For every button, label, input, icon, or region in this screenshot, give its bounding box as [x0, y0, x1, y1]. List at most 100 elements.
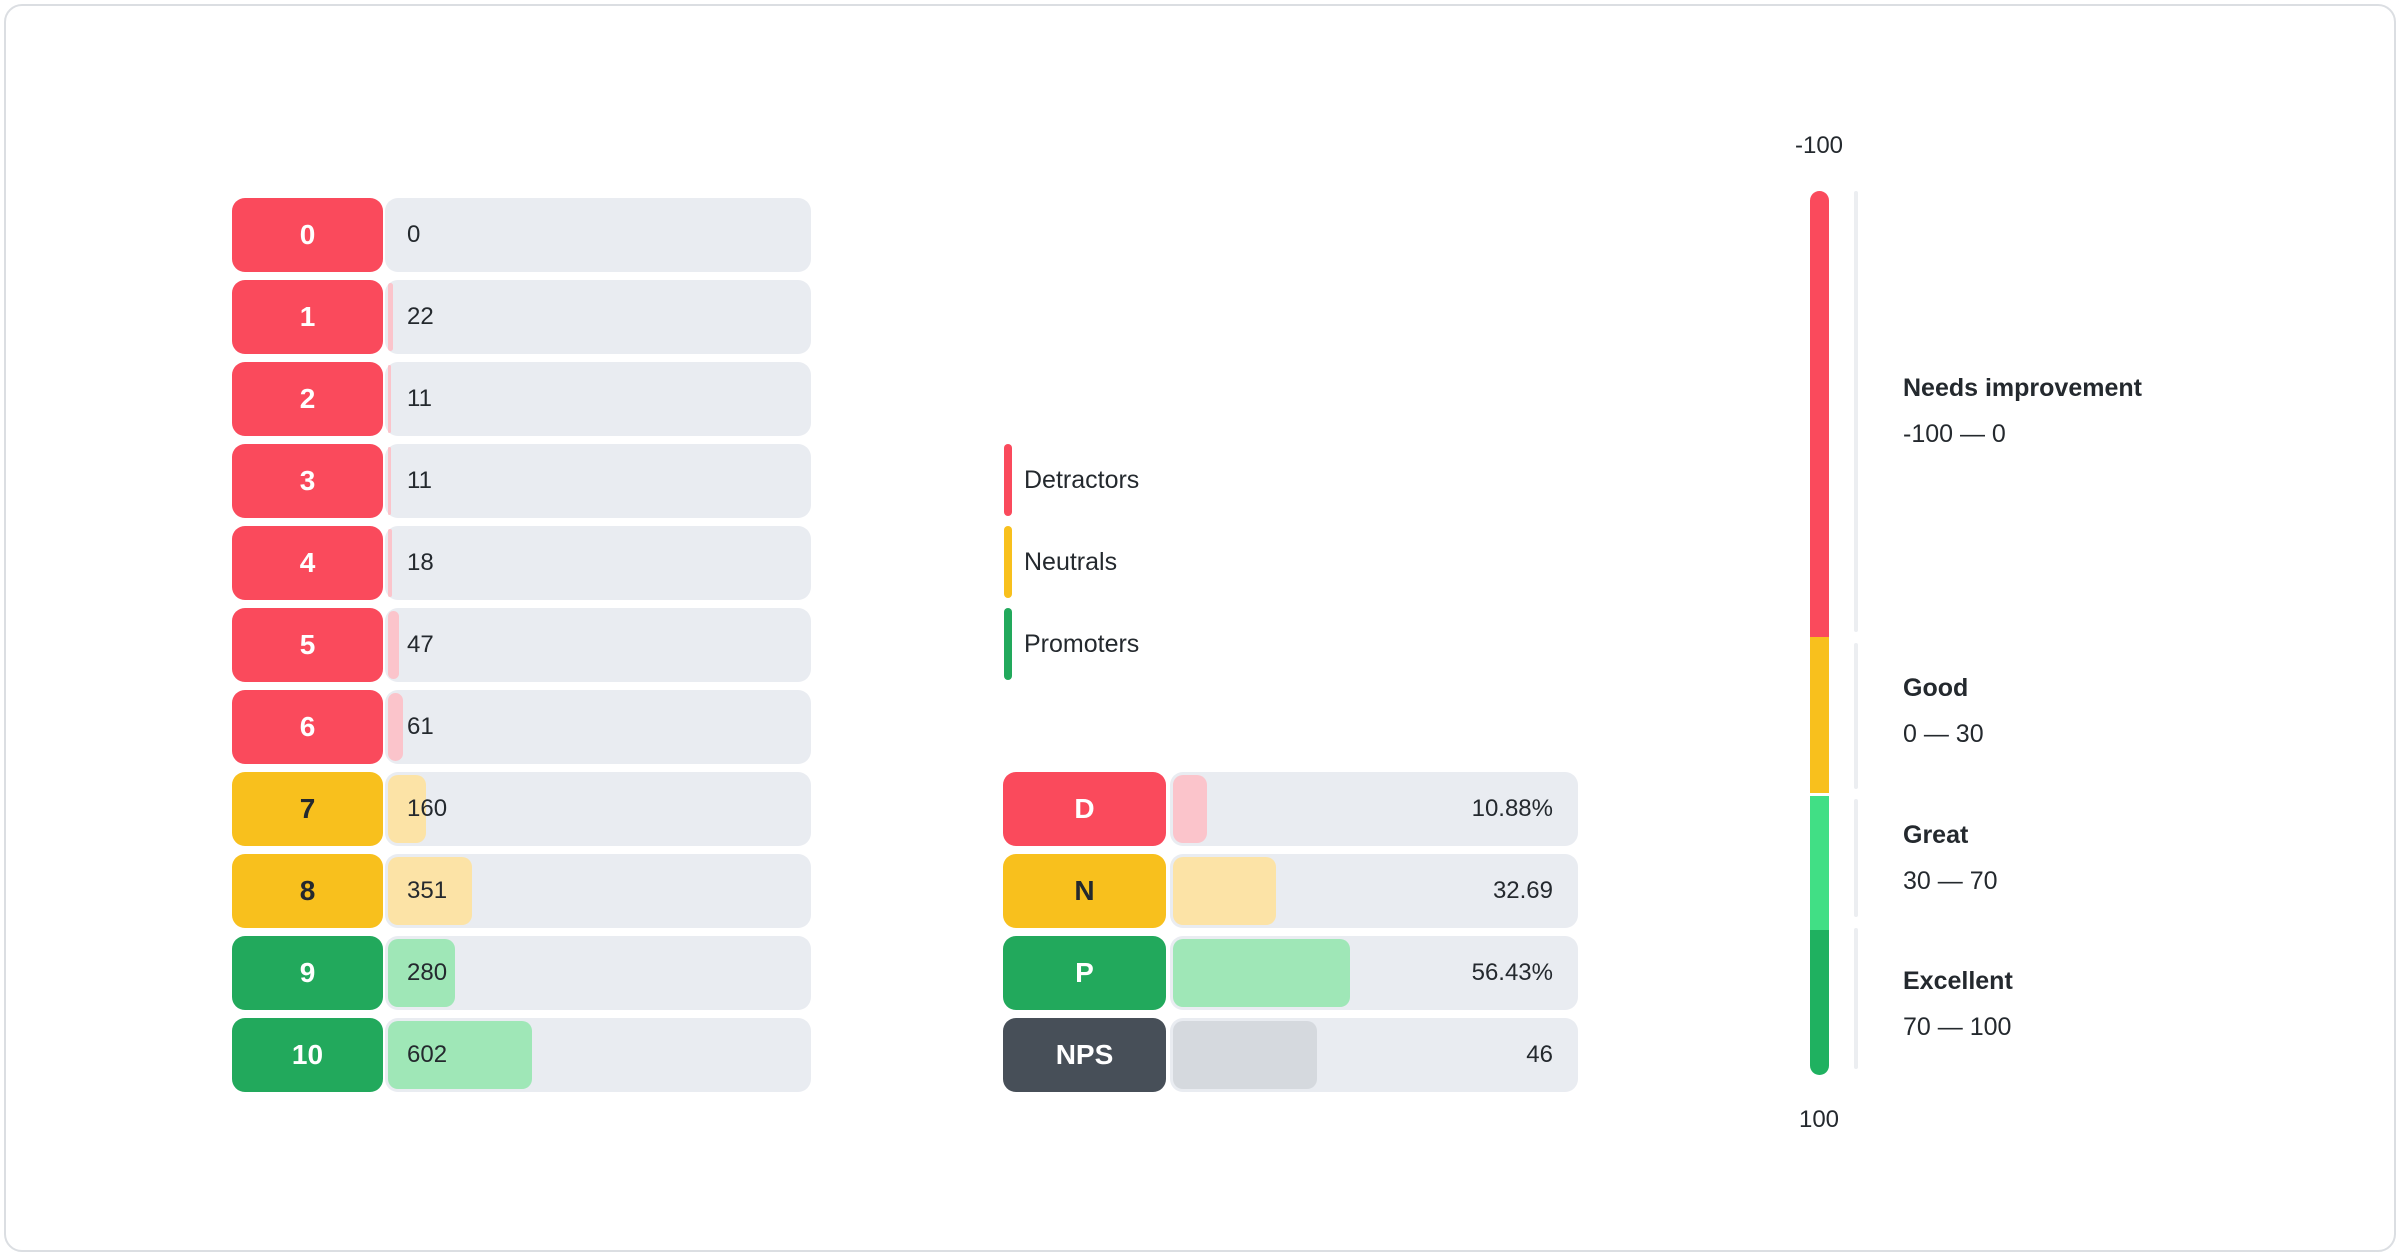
legend-item-label: Detractors	[1024, 465, 1140, 494]
score-row: 7 160	[232, 772, 811, 846]
legend-color-bar	[1004, 444, 1012, 516]
score-bar-track: 18	[385, 526, 811, 600]
summary-bar-value: 10.88%	[1471, 795, 1553, 822]
score-bar-value: 22	[407, 303, 434, 330]
score-badge: 3	[232, 444, 383, 518]
gauge-axis-line-segment	[1854, 191, 1858, 632]
score-row: 8 351	[232, 854, 811, 928]
score-bar-track: 602	[385, 1018, 811, 1092]
gauge-max-label: -100	[1794, 132, 1844, 159]
legend-item: Promoters	[1004, 608, 1139, 680]
summary-bar-fill	[1173, 939, 1350, 1007]
score-row: 6 61	[232, 690, 811, 764]
gauge-range-values: -100 — 0	[1903, 420, 2006, 448]
score-bar-value: 280	[407, 959, 448, 986]
summary-row: NPS 46	[1003, 1018, 1578, 1092]
score-badge: 6	[232, 690, 383, 764]
score-bar-fill	[388, 611, 399, 679]
score-bar-track: 47	[385, 608, 811, 682]
score-badge: 9	[232, 936, 383, 1010]
legend-item: Detractors	[1004, 444, 1139, 516]
summary-badge: NPS	[1003, 1018, 1166, 1092]
score-bar-value: 18	[407, 549, 434, 576]
score-distribution-chart: 0 0 1 22 2 11 3 11 4 18 5 47 6 61 7 160 8 351 9 280 10 602	[232, 198, 811, 1100]
score-badge: 8	[232, 854, 383, 928]
nps-summary-chart: D 10.88% N 32.69 P 56.43% NPS 46	[1003, 772, 1578, 1100]
score-badge: 4	[232, 526, 383, 600]
score-row: 4 18	[232, 526, 811, 600]
summary-bar-fill	[1173, 1021, 1317, 1089]
summary-bar-value: 56.43%	[1471, 959, 1553, 986]
gauge-range-title: Good	[1903, 674, 1969, 702]
summary-bar-value: 32.69	[1492, 877, 1553, 904]
gauge-range-label: Needs improvement -100 — 0	[1903, 372, 2142, 450]
score-bar-fill	[388, 693, 403, 761]
report-card: 0 0 1 22 2 11 3 11 4 18 5 47 6 61 7 160 8 351 9 280 10 602 De…	[4, 4, 2396, 1252]
gauge-range-values: 70 — 100	[1903, 1013, 2012, 1041]
score-badge: 5	[232, 608, 383, 682]
gauge-segment-excellent	[1810, 930, 1829, 1075]
score-bar-track: 11	[385, 444, 811, 518]
score-bar-value: 47	[407, 631, 434, 658]
score-badge: 2	[232, 362, 383, 436]
score-bar-track: 11	[385, 362, 811, 436]
score-badge: 7	[232, 772, 383, 846]
score-bar-fill	[388, 857, 472, 925]
summary-row: P 56.43%	[1003, 936, 1578, 1010]
score-row: 3 11	[232, 444, 811, 518]
score-bar-value: 602	[407, 1041, 448, 1068]
score-bar-value: 0	[407, 221, 421, 248]
legend-color-bar	[1004, 526, 1012, 598]
gauge-axis-line	[1854, 191, 1858, 1069]
score-bar-fill	[388, 939, 455, 1007]
score-row: 10 602	[232, 1018, 811, 1092]
legend: Detractors Neutrals Promoters	[1004, 444, 1139, 690]
score-row: 2 11	[232, 362, 811, 436]
score-bar-fill	[388, 447, 391, 515]
summary-bar-track: 10.88%	[1170, 772, 1578, 846]
score-bar-value: 160	[407, 795, 448, 822]
score-bar-value: 11	[407, 385, 432, 412]
summary-badge: N	[1003, 854, 1166, 928]
score-bar-track: 61	[385, 690, 811, 764]
gauge-range-title: Needs improvement	[1903, 374, 2142, 402]
score-bar-fill	[388, 365, 391, 433]
score-badge: 10	[232, 1018, 383, 1092]
gauge-range-values: 30 — 70	[1903, 867, 1998, 895]
score-bar-track: 0	[385, 198, 811, 272]
legend-item-label: Promoters	[1024, 629, 1140, 658]
score-badge: 1	[232, 280, 383, 354]
gauge-range-label: Good 0 — 30	[1903, 672, 1984, 750]
score-bar-fill	[388, 529, 392, 597]
summary-row: D 10.88%	[1003, 772, 1578, 846]
score-row: 5 47	[232, 608, 811, 682]
summary-bar-value: 46	[1526, 1041, 1553, 1068]
gauge-segment-good	[1810, 637, 1829, 793]
gauge-axis-line-segment	[1854, 643, 1858, 789]
gauge-segment-needs-improvement	[1810, 191, 1829, 637]
summary-badge: D	[1003, 772, 1166, 846]
summary-badge: P	[1003, 936, 1166, 1010]
gauge-min-label: 100	[1798, 1106, 1840, 1133]
summary-bar-track: 56.43%	[1170, 936, 1578, 1010]
gauge-axis-line-segment	[1854, 928, 1858, 1069]
summary-bar-track: 46	[1170, 1018, 1578, 1092]
score-row: 9 280	[232, 936, 811, 1010]
score-bar-fill	[388, 283, 393, 351]
summary-bar-fill	[1173, 775, 1207, 843]
gauge-segment-great	[1810, 796, 1829, 930]
score-bar-fill	[388, 775, 426, 843]
score-badge: 0	[232, 198, 383, 272]
score-bar-value: 61	[407, 713, 434, 740]
legend-item: Neutrals	[1004, 526, 1139, 598]
gauge-range-title: Excellent	[1903, 967, 2013, 995]
score-bar-track: 160	[385, 772, 811, 846]
gauge-axis-line-segment	[1854, 799, 1858, 917]
score-row: 1 22	[232, 280, 811, 354]
gauge-range-label: Excellent 70 — 100	[1903, 965, 2013, 1043]
legend-color-bar	[1004, 608, 1012, 680]
summary-bar-track: 32.69	[1170, 854, 1578, 928]
summary-bar-fill	[1173, 857, 1276, 925]
